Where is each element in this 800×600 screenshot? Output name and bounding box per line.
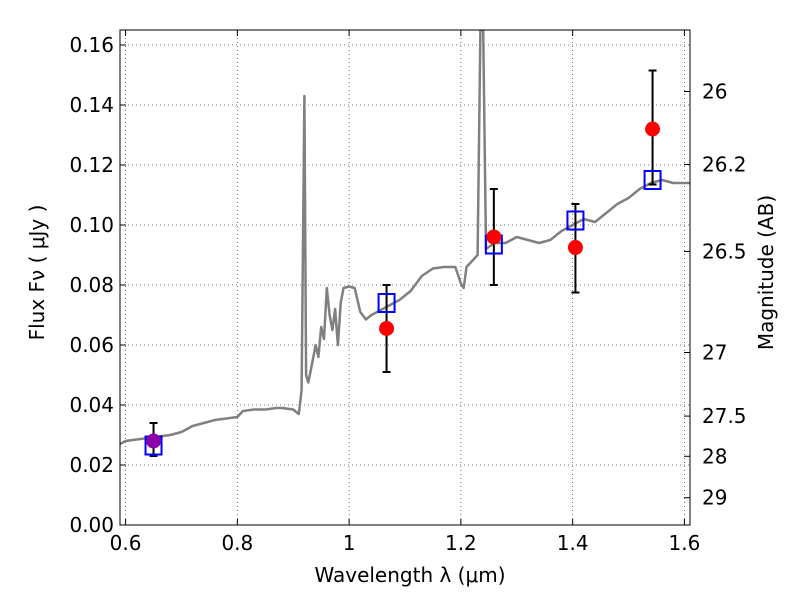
y-tick-label: 0.02 — [69, 453, 114, 477]
observed-point — [146, 433, 162, 449]
y-tick-label: 0.00 — [69, 513, 114, 537]
spectrum-line — [120, 30, 690, 446]
observed-point — [379, 321, 395, 336]
y-tick-label: 0.10 — [69, 213, 114, 237]
x-tick-label: 1.2 — [445, 531, 477, 555]
y-tick-label: 0.04 — [69, 393, 114, 417]
x-tick-label: 0.8 — [221, 531, 253, 555]
y-tick-label: 0.08 — [69, 273, 114, 297]
y-tick-label: 0.12 — [69, 153, 114, 177]
spectrum-layer — [120, 30, 690, 446]
observed-point — [645, 121, 661, 137]
y-tick-label: 0.14 — [69, 93, 114, 117]
y-axis-label: Flux Fν ( μJy ) — [25, 205, 49, 341]
x-axis-label: Wavelength λ (μm) — [314, 563, 505, 587]
right-tick-label: 26 — [702, 80, 727, 104]
model-square — [643, 170, 662, 190]
ticks-layer: 0.6 0.8 1 1.2 1.4 1.6 0.00 0.02 0.04 0.06 0.08 0.10… — [69, 30, 747, 555]
observed-point — [486, 229, 502, 245]
x-tick-label: 1.4 — [557, 531, 589, 555]
right-tick-label: 27 — [702, 341, 727, 365]
y-tick-label: 0.06 — [69, 333, 114, 357]
right-tick-label: 26.2 — [702, 152, 747, 176]
x-tick-label: 0.6 — [110, 531, 142, 555]
model-square — [566, 210, 585, 231]
right-axis-label: Magnitude (AB) — [754, 195, 778, 350]
plot-frame — [119, 29, 691, 526]
observed-point — [567, 240, 583, 255]
x-tick-label: 1.6 — [669, 531, 701, 555]
right-tick-label: 29 — [702, 486, 727, 510]
x-tick-label: 1 — [343, 531, 356, 555]
grid-layer — [120, 30, 690, 525]
observed-point-layer — [146, 121, 661, 449]
model-square — [377, 293, 396, 313]
model-point-layer — [144, 170, 662, 456]
right-tick-label: 27.5 — [702, 404, 747, 428]
right-tick-label: 28 — [702, 444, 727, 468]
right-tick-label: 26.5 — [702, 239, 747, 263]
y-tick-label: 0.16 — [69, 33, 114, 57]
error-bar-layer — [149, 69, 657, 457]
